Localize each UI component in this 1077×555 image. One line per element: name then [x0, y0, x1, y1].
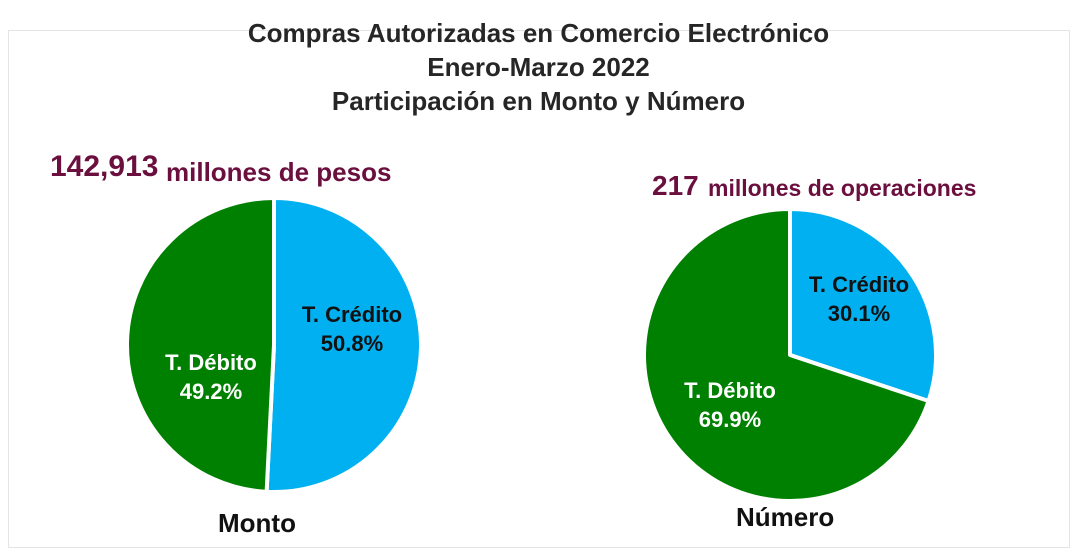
numero-slice-t-debito: [642, 207, 931, 503]
chart-frame: [8, 30, 1070, 548]
monto-total: 142,913: [50, 150, 159, 183]
numero-unit: millones de operaciones: [708, 175, 977, 201]
chart-title-line-1: Compras Autorizadas en Comercio Electrón…: [247, 18, 830, 48]
numero-value-t-debito: 69.9%: [699, 407, 761, 432]
numero-slice-t-credito: [788, 207, 938, 403]
monto-caption: Monto: [218, 508, 296, 538]
monto-slice-t-credito: [264, 196, 424, 494]
monto-label-t-debito: T. Débito: [165, 350, 257, 375]
monto-value-t-credito: 50.8%: [321, 331, 383, 356]
monto-slice-t-debito: [125, 196, 276, 494]
monto-value-t-debito: 49.2%: [180, 379, 242, 404]
numero-pie-chart: T. Crédito 30.1% T. Débito 69.9%: [642, 207, 938, 503]
monto-unit: millones de pesos: [166, 157, 392, 187]
chart-title-line-2: Enero-Marzo 2022: [427, 52, 650, 82]
chart-title-line-3: Participación en Monto y Número: [331, 86, 746, 116]
numero-label-t-credito: T. Crédito: [809, 272, 909, 297]
numero-label-t-debito: T. Débito: [684, 378, 776, 403]
numero-value-t-credito: 30.1%: [828, 301, 890, 326]
monto-label-t-credito: T. Crédito: [302, 302, 402, 327]
numero-caption: Número: [736, 502, 835, 532]
monto-pie-chart: T. Crédito 50.8% T. Débito 49.2%: [125, 196, 424, 494]
numero-total: 217: [652, 170, 699, 201]
